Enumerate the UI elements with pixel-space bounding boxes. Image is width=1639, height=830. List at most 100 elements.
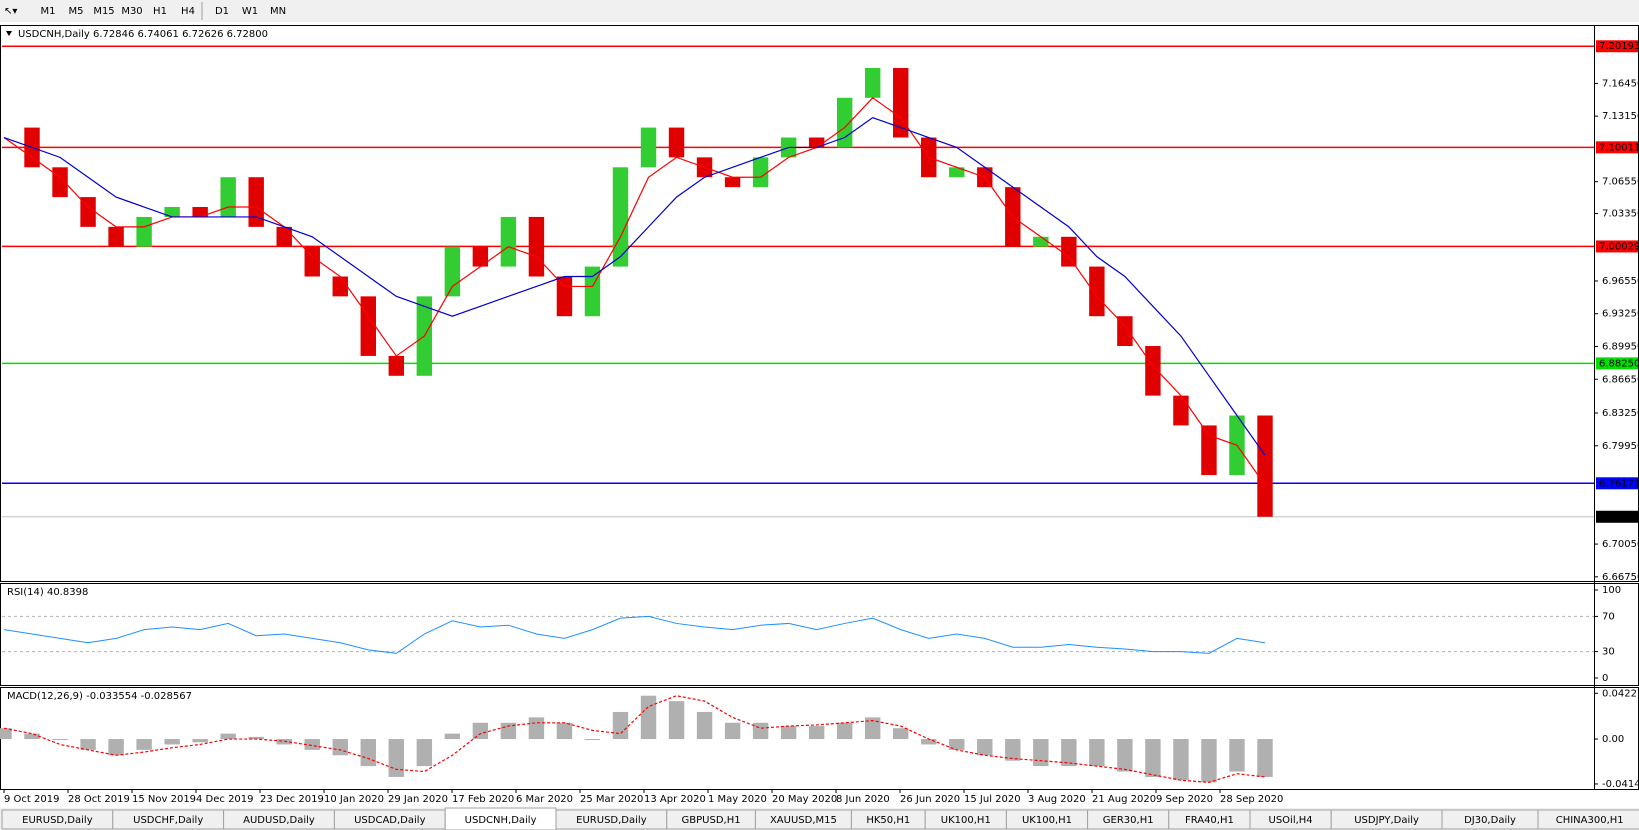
tab-label[interactable]: DJ30,Daily xyxy=(1464,815,1516,826)
tab-label[interactable]: USDCHF,Daily xyxy=(133,815,203,826)
tab-label[interactable]: XAUUSD,M15 xyxy=(770,815,837,826)
macd-bar xyxy=(108,739,124,756)
tab-label[interactable]: FRA40,H1 xyxy=(1185,815,1234,826)
candle xyxy=(1173,395,1189,426)
timeframe-label[interactable]: M30 xyxy=(121,6,142,17)
timeframe-button[interactable] xyxy=(264,2,292,20)
timeframe-label[interactable]: M15 xyxy=(93,6,114,17)
candle xyxy=(220,177,236,217)
macd-bar xyxy=(584,739,601,741)
macd-bar xyxy=(1061,739,1077,767)
level-label-box xyxy=(1596,357,1638,370)
tab-label[interactable]: AUDUSD,Daily xyxy=(243,815,315,826)
tab-label[interactable]: UK100,H1 xyxy=(941,815,991,826)
macd-bar xyxy=(1033,739,1049,767)
timeframe-label[interactable]: M5 xyxy=(69,6,84,17)
candle xyxy=(136,216,152,247)
candle xyxy=(724,177,741,188)
candle xyxy=(612,167,629,267)
y-tick-label: 6.83250 xyxy=(1602,408,1639,419)
y-tick-label: 6.96550 xyxy=(1602,276,1639,287)
macd-bar xyxy=(164,739,180,745)
moving-average xyxy=(3,97,1266,486)
timeframe-label[interactable]: D1 xyxy=(215,6,229,17)
x-tick-label: 9 Oct 2019 xyxy=(4,794,59,805)
candle xyxy=(1061,236,1077,267)
macd-bar xyxy=(921,739,937,745)
timeframe-label[interactable]: W1 xyxy=(242,6,258,17)
candle xyxy=(584,266,601,317)
candle xyxy=(108,226,124,247)
macd-bar xyxy=(612,711,629,740)
tab-label[interactable]: EURUSD,Daily xyxy=(22,815,93,826)
macd-bar xyxy=(444,733,461,740)
tab-label[interactable]: GBPUSD,H1 xyxy=(682,815,741,826)
tab-label[interactable]: USDCAD,Daily xyxy=(354,815,425,826)
x-tick-label: 25 Mar 2020 xyxy=(580,794,643,805)
timeframe-label[interactable]: MN xyxy=(270,6,286,17)
x-tick-label: 21 Aug 2020 xyxy=(1092,794,1156,805)
macd-bar xyxy=(80,739,96,750)
candle xyxy=(304,246,320,277)
y-tick-label: 6.66750 xyxy=(1602,572,1639,583)
level-label: 6.88250 xyxy=(1599,358,1639,369)
candle xyxy=(808,137,825,148)
level-label-box xyxy=(1596,141,1638,154)
macd-bar xyxy=(668,701,685,740)
candle xyxy=(1201,425,1217,476)
macd-bar xyxy=(864,717,881,740)
level-label: 7.10011 xyxy=(1599,142,1639,153)
y-tick-label: -0.04148 xyxy=(1602,779,1639,790)
tab-label[interactable]: USDCNH,Daily xyxy=(465,815,537,826)
tab-label[interactable]: CHINA300,H1 xyxy=(1556,815,1624,826)
candle xyxy=(893,68,909,138)
y-tick-label: 0.00 xyxy=(1602,734,1624,745)
timeframe-button[interactable] xyxy=(236,2,264,20)
macd-bar xyxy=(640,695,657,740)
y-tick-label: 7.16450 xyxy=(1602,78,1639,89)
timeframe-label[interactable]: H4 xyxy=(181,6,195,17)
tab-label[interactable]: HK50,H1 xyxy=(866,815,910,826)
tab-label[interactable]: UK100,H1 xyxy=(1022,815,1072,826)
candle xyxy=(388,355,405,376)
timeframe-button[interactable] xyxy=(146,2,174,20)
y-tick-label: 7.06550 xyxy=(1602,177,1639,188)
macd-bar xyxy=(893,728,909,740)
x-tick-label: 10 Jan 2020 xyxy=(324,794,384,805)
candle xyxy=(864,68,881,98)
macd-bar xyxy=(1229,739,1245,772)
timeframe-button[interactable] xyxy=(208,2,236,20)
x-tick-label: 15 Nov 2019 xyxy=(132,794,196,805)
candle xyxy=(276,226,292,247)
tab-label[interactable]: USDJPY,Daily xyxy=(1354,815,1419,826)
tab-label[interactable]: USOil,H4 xyxy=(1269,815,1313,826)
tab[interactable] xyxy=(1537,809,1639,830)
timeframe-button[interactable] xyxy=(34,2,62,20)
x-tick-label: 23 Dec 2019 xyxy=(260,794,324,805)
timeframe-button[interactable] xyxy=(90,2,118,20)
macd-bar xyxy=(24,733,40,740)
rsi-title: RSI(14) 40.8398 xyxy=(7,587,88,598)
x-tick-label: 26 Jun 2020 xyxy=(900,794,960,805)
candle xyxy=(640,127,657,168)
macd-bar xyxy=(360,739,376,767)
tab-label[interactable]: EURUSD,Daily xyxy=(576,815,647,826)
tab-label[interactable]: GER30,H1 xyxy=(1103,815,1154,826)
macd-bar xyxy=(1201,739,1217,783)
timeframe-button[interactable] xyxy=(174,2,202,20)
timeframe-label[interactable]: M1 xyxy=(41,6,56,17)
candle xyxy=(1257,415,1273,517)
macd-bar xyxy=(724,722,741,740)
x-tick-label: 17 Feb 2020 xyxy=(452,794,514,805)
timeframe-button[interactable] xyxy=(118,2,146,20)
y-tick-label: 6.93250 xyxy=(1602,309,1639,320)
timeframe-button[interactable] xyxy=(62,2,90,20)
timeframe-label[interactable]: H1 xyxy=(153,6,167,17)
macd-bar xyxy=(304,739,320,750)
candle xyxy=(668,127,685,158)
moving-average xyxy=(3,116,1266,456)
macd-bar xyxy=(836,722,853,740)
candle xyxy=(192,207,208,217)
